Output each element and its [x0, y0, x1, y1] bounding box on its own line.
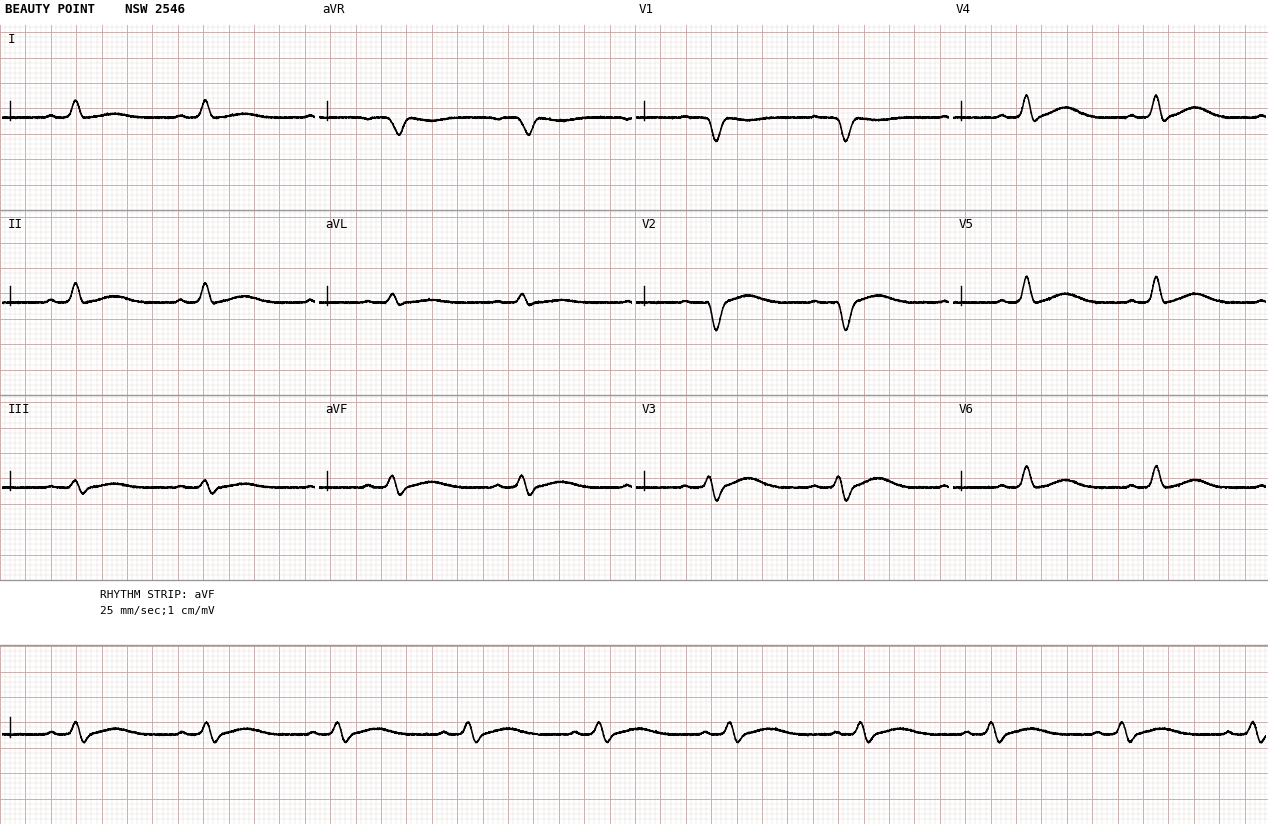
Text: V3: V3	[642, 403, 657, 416]
Text: V1: V1	[639, 3, 654, 16]
Text: aVR: aVR	[322, 3, 345, 16]
Text: BEAUTY POINT: BEAUTY POINT	[5, 3, 95, 16]
Text: I: I	[8, 33, 15, 46]
Text: II: II	[8, 218, 23, 231]
Text: 25 mm/sec;1 cm/mV: 25 mm/sec;1 cm/mV	[100, 606, 214, 616]
Text: III: III	[8, 403, 30, 416]
Text: RHYTHM STRIP: aVF: RHYTHM STRIP: aVF	[100, 590, 214, 600]
Text: V5: V5	[959, 218, 974, 231]
Text: aVF: aVF	[325, 403, 347, 416]
Text: V6: V6	[959, 403, 974, 416]
Text: V2: V2	[642, 218, 657, 231]
Text: V4: V4	[956, 3, 971, 16]
Text: aVL: aVL	[325, 218, 347, 231]
Text: NSW 2546: NSW 2546	[126, 3, 185, 16]
